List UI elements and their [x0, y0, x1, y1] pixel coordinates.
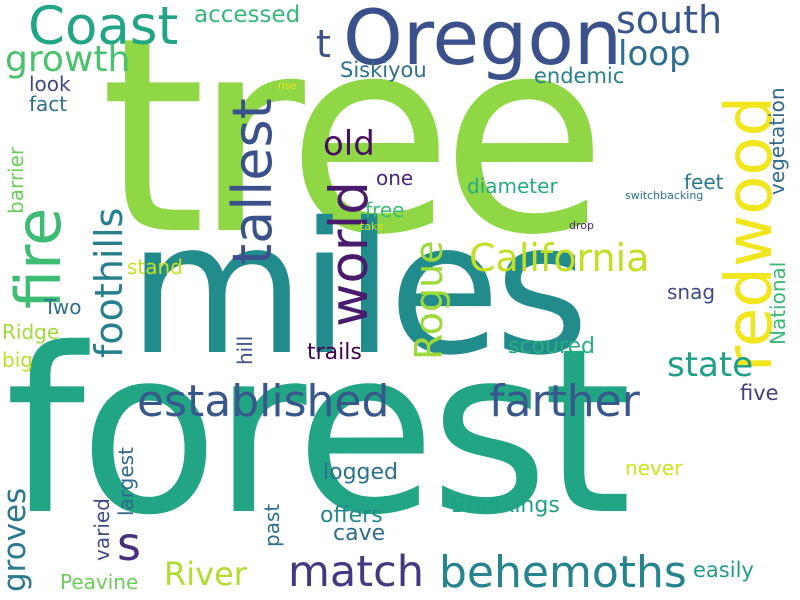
word-south: south	[616, 0, 723, 42]
word-one: one	[376, 166, 414, 190]
word-endemic: endemic	[534, 64, 625, 88]
word-behemoths: behemoths	[439, 547, 687, 598]
word-oregon: Oregon	[343, 0, 623, 82]
word-trails: trails	[307, 340, 362, 365]
word-farther: farther	[489, 376, 640, 427]
word-established: established	[137, 376, 390, 427]
word-easily: easily	[693, 558, 754, 582]
word-fact: fact	[29, 92, 68, 116]
word-state: state	[667, 345, 754, 385]
word-never: never	[625, 456, 683, 480]
word-siskiyou: Siskiyou	[340, 58, 427, 82]
word-river: River	[164, 555, 247, 593]
word-diameter: diameter	[467, 174, 558, 198]
word-miles: miles	[128, 183, 589, 395]
word-loop: loop	[618, 34, 691, 74]
word-largest: largest	[114, 447, 138, 516]
word-rise: rise	[278, 81, 297, 92]
word-scoured: scoured	[508, 334, 596, 359]
word-cave: cave	[333, 521, 386, 546]
word-old: old	[323, 124, 375, 164]
word-growth: growth	[5, 39, 131, 80]
word-s: s	[117, 517, 141, 571]
word-vegetation: vegetation	[765, 87, 789, 195]
word-hill: hill	[233, 335, 257, 365]
word-t: t	[316, 22, 331, 66]
word-fire: fire	[2, 207, 75, 309]
word-match: match	[288, 547, 424, 597]
word-tree: tree	[100, 0, 607, 294]
word-switchbacking: switchbacking	[625, 189, 704, 202]
word-free: free	[365, 198, 405, 222]
word-logged: logged	[323, 460, 399, 485]
word-two: Two	[44, 295, 82, 319]
word-snag: snag	[667, 280, 716, 304]
word-varied: varied	[90, 498, 114, 561]
word-brookings: Brookings	[451, 493, 560, 518]
word-foothills: foothills	[87, 207, 131, 358]
word-coast: Coast	[28, 0, 179, 57]
word-forest: forest	[5, 299, 632, 565]
word-accessed: accessed	[194, 2, 301, 28]
word-past: past	[260, 503, 284, 547]
word-big: big	[2, 348, 33, 372]
word-offers: offers	[320, 503, 383, 528]
word-look: look	[29, 72, 71, 96]
word-drop: drop	[569, 219, 594, 232]
word-groves: groves	[0, 487, 33, 592]
word-five: five	[740, 381, 779, 405]
word-take: take	[360, 220, 384, 233]
word-rogue: Rogue	[407, 240, 451, 360]
word-barrier: barrier	[4, 146, 28, 214]
word-national: National	[766, 261, 790, 345]
word-stand: stand	[127, 255, 183, 279]
word-feet: feet	[684, 170, 724, 194]
word-tallest: tallest	[221, 98, 284, 265]
word-california: California	[469, 236, 650, 280]
word-ridge: Ridge	[2, 320, 60, 344]
word-peavine: Peavine	[60, 570, 139, 594]
